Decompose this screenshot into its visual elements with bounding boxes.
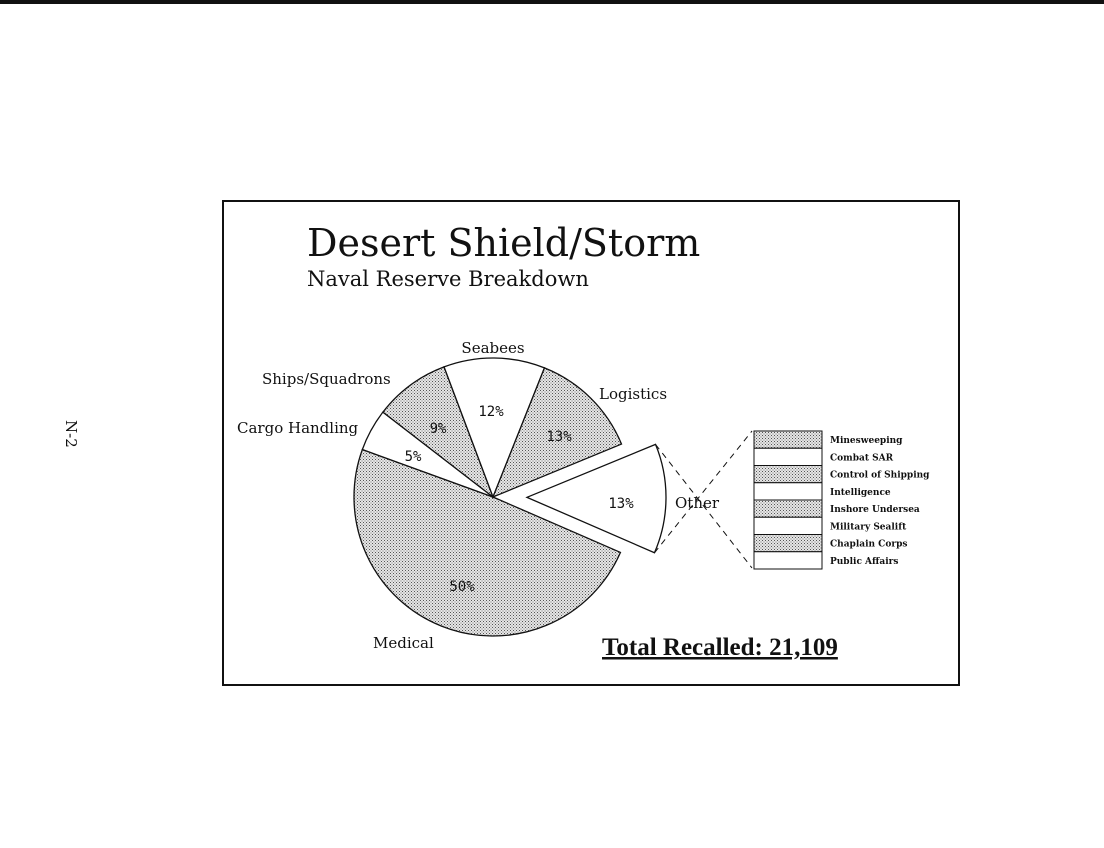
legend-item: Combat SAR: [830, 453, 894, 463]
pie: Medical 50% Cargo Handling 5% Ships/Squadron…: [237, 339, 753, 652]
other-breakdown-legend: Minesweeping Combat SAR Control of Shippin…: [753, 430, 930, 570]
legend-swatch: [753, 482, 823, 501]
page-label: N-2: [62, 420, 80, 448]
slice-value-ships-squadrons: 9%: [430, 421, 447, 437]
slice-label-cargo-handling: Cargo Handling: [237, 419, 359, 437]
legend-item: Inshore Undersea: [830, 505, 920, 515]
slice-value-logistics: 13%: [546, 429, 572, 445]
legend-item: Military Sealift: [830, 522, 907, 532]
chart-frame: [222, 200, 960, 686]
pie-slice-logistics: [491, 367, 623, 499]
legend-swatch: [753, 499, 823, 518]
slice-label-seabees: Seabees: [461, 339, 524, 357]
connector-line: [654, 430, 753, 554]
legend-item: Control of Shipping: [830, 471, 930, 481]
total-recalled: Total Recalled: 21,109: [602, 634, 838, 661]
top-rule: [0, 0, 1104, 4]
chart-subtitle: Naval Reserve Breakdown: [307, 267, 589, 291]
legend-swatch: [753, 465, 823, 484]
legend-swatch: [753, 516, 823, 535]
connector-line: [655, 444, 753, 569]
legend-item: Intelligence: [830, 488, 891, 498]
pie-slice-seabees: [443, 357, 546, 499]
legend-swatch: [753, 534, 823, 553]
pie-slice-medical: [353, 448, 622, 637]
slice-label-logistics: Logistics: [599, 385, 667, 403]
legend-item: Public Affairs: [830, 557, 898, 567]
pie-slice-other: [525, 443, 667, 554]
slice-value-seabees: 12%: [478, 404, 504, 420]
legend-swatch: [753, 447, 823, 466]
legend-item: Chaplain Corps: [830, 540, 907, 550]
slice-label-other: Other: [675, 494, 720, 512]
slice-value-cargo-handling: 5%: [405, 449, 422, 465]
slice-value-medical: 50%: [449, 579, 475, 595]
slice-label-ships-squadrons: Ships/Squadrons: [262, 370, 391, 388]
legend-swatch: [753, 551, 823, 570]
legend-item: Minesweeping: [830, 436, 903, 446]
chart-title: Desert Shield/Storm: [307, 221, 700, 265]
legend-swatch: [753, 430, 823, 449]
slice-value-other: 13%: [608, 496, 634, 512]
slice-label-medical: Medical: [373, 634, 434, 652]
